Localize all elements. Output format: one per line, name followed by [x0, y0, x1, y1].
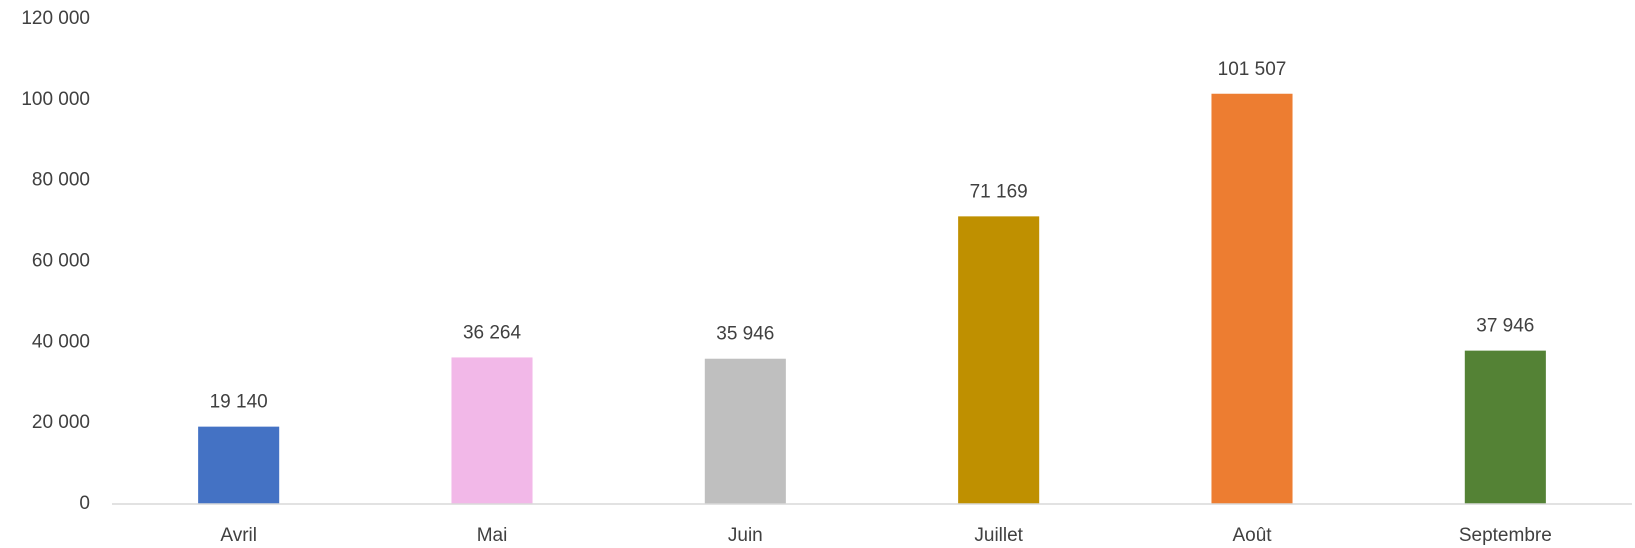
data-label: 36 264 — [463, 322, 522, 343]
bar — [1464, 350, 1546, 504]
bar — [704, 358, 786, 504]
y-tick-label: 60 000 — [32, 251, 90, 272]
bar — [958, 216, 1040, 504]
y-tick-label: 40 000 — [32, 331, 90, 352]
data-label: 71 169 — [970, 181, 1028, 202]
x-tick-label: Septembre — [1459, 525, 1552, 546]
y-tick-label: 120 000 — [21, 8, 90, 29]
y-tick-label: 0 — [79, 493, 90, 514]
y-tick-label: 100 000 — [21, 89, 90, 110]
data-label: 35 946 — [716, 324, 774, 345]
data-label: 37 946 — [1476, 316, 1534, 337]
data-label: 101 507 — [1218, 59, 1287, 80]
bar — [1211, 93, 1293, 504]
x-tick-label: Juillet — [974, 525, 1023, 546]
data-label: 19 140 — [210, 392, 268, 413]
bar — [451, 357, 533, 504]
x-tick-label: Mai — [477, 525, 508, 546]
x-tick-label: Avril — [220, 525, 257, 546]
x-tick-label: Août — [1232, 525, 1272, 546]
y-tick-label: 80 000 — [32, 170, 90, 191]
y-tick-label: 20 000 — [32, 412, 90, 433]
x-tick-label: Juin — [728, 525, 763, 546]
bar — [198, 426, 280, 504]
